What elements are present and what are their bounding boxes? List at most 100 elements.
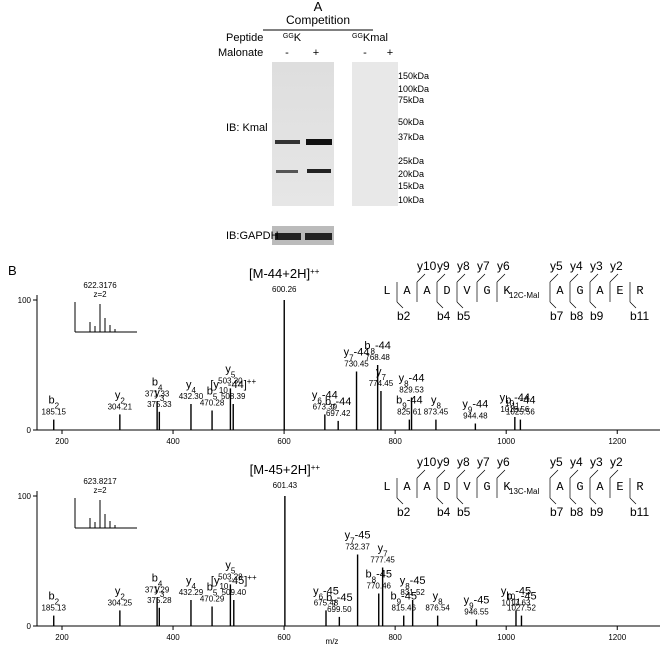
ion-base: y <box>399 373 405 385</box>
ion-label: y7-44 <box>344 347 370 363</box>
x-tick-label: 200 <box>55 633 69 642</box>
b-hook <box>569 497 577 505</box>
y-ion: y9 <box>437 455 450 469</box>
mz-label: 185.13 <box>41 604 66 613</box>
mz-label: 675.48 <box>314 598 339 607</box>
ion-label: b8-44 <box>364 340 390 356</box>
ion-base: y <box>462 399 468 411</box>
lane-sign: - <box>285 47 289 59</box>
ion-tail: -45 <box>410 575 426 587</box>
ion-base: b <box>152 572 158 584</box>
ion-base: y <box>344 347 350 359</box>
y-hook <box>436 469 446 479</box>
b-ion: b11 <box>630 505 649 519</box>
ion-label: y7 <box>378 543 389 559</box>
ion-base: y <box>225 363 231 375</box>
ion-base: y <box>312 389 318 401</box>
ion-label: b5 <box>207 582 218 598</box>
mz-label: 944.48 <box>463 412 488 421</box>
ion-tail: -45 <box>337 592 353 604</box>
ion-label: y6-45 <box>313 585 339 601</box>
band <box>305 233 332 240</box>
ion-base: y <box>225 559 231 571</box>
mod: 13C-Mal <box>509 487 539 496</box>
y-ion: y10 <box>417 455 437 469</box>
ion-base: y <box>400 575 406 587</box>
y-tick-label: 0 <box>27 622 32 631</box>
marker: 50kDa <box>398 117 424 127</box>
mz-label: 509.40 <box>222 588 247 597</box>
b-ion: b8 <box>570 505 584 519</box>
residue: E <box>616 284 623 298</box>
y-ion-label: y6 <box>497 455 510 469</box>
ion-sub: 7 <box>332 598 337 607</box>
y-ion-label: y3 <box>590 455 603 469</box>
lane-sign: + <box>387 47 393 59</box>
peptide-sup: GG <box>283 33 294 40</box>
ion-label: y4 <box>186 575 197 591</box>
ion-tail: -45 <box>474 595 490 607</box>
ion-base: y <box>186 575 192 587</box>
ion-label: y7 <box>376 366 387 382</box>
band <box>275 233 301 240</box>
ion-sub: 6 <box>319 592 324 601</box>
y-hook <box>569 273 579 283</box>
blot-kmal-1 <box>272 62 334 206</box>
malonate-label: Malonate <box>218 47 263 59</box>
residue: L <box>383 284 390 298</box>
ion-sub: 4 <box>158 383 163 392</box>
ion-sub: 10 <box>219 386 228 395</box>
ion-sub: 10 <box>219 582 228 591</box>
ion-sup: ++ <box>247 573 257 582</box>
ion-sub: 9 <box>397 597 402 606</box>
y-ion-label: y7 <box>477 259 490 273</box>
residue: D <box>443 284 450 298</box>
mz-label: 770.46 <box>367 582 392 591</box>
mz-label: 375.28 <box>147 596 172 605</box>
mz-label: 508.39 <box>221 392 246 401</box>
ion-sub: 10 <box>505 399 514 408</box>
ion-label: y3 <box>154 583 165 599</box>
y-ion-label: y2 <box>610 259 623 273</box>
x-tick-label: 400 <box>166 437 180 446</box>
ion-label: y2 <box>115 389 126 405</box>
mz-label: 730.45 <box>344 360 369 369</box>
ion-label: y7-45 <box>345 530 371 546</box>
residue: K <box>503 284 511 298</box>
ion-sup: ++ <box>247 377 257 386</box>
ion-base: b <box>326 592 332 604</box>
band <box>307 169 331 173</box>
b-ion: b7 <box>550 505 564 519</box>
residue: L <box>383 480 390 494</box>
ion-base: [y <box>211 575 220 587</box>
y-ion: y7 <box>477 259 490 273</box>
x-axis-label: m/z <box>326 637 339 646</box>
mod: 12C-Mal <box>509 291 539 300</box>
b-ion: b4 <box>437 309 451 323</box>
residue: A <box>596 480 604 494</box>
peptide-text: K <box>294 32 302 44</box>
ion-base: [M-44+2H] <box>249 266 310 281</box>
peptide-text: Kmal <box>363 32 388 44</box>
residue: G <box>483 480 490 494</box>
ion-base: y <box>186 379 192 391</box>
ion-label: y8 <box>433 591 444 607</box>
ion-label: [y10-44]++ <box>210 377 256 395</box>
y-tick-label: 0 <box>27 426 32 435</box>
mz-label: 1025.56 <box>506 408 535 417</box>
ion-sub: 8 <box>405 582 410 591</box>
mz-label: 673.39 <box>313 402 338 411</box>
y-ion: y6 <box>497 259 510 273</box>
ion-label: b4 <box>152 376 163 392</box>
y-ion-label: y9 <box>437 455 450 469</box>
ion-label: y4 <box>186 379 197 395</box>
residue: A <box>556 284 564 298</box>
y-hook <box>496 273 506 283</box>
y-hook <box>589 469 599 479</box>
y-ion-label: y5 <box>550 259 563 273</box>
mz-label: 185.15 <box>42 408 67 417</box>
x-tick-label: 1000 <box>497 437 515 446</box>
ion-sub: 8 <box>371 347 376 356</box>
panel-label: A <box>314 0 323 14</box>
